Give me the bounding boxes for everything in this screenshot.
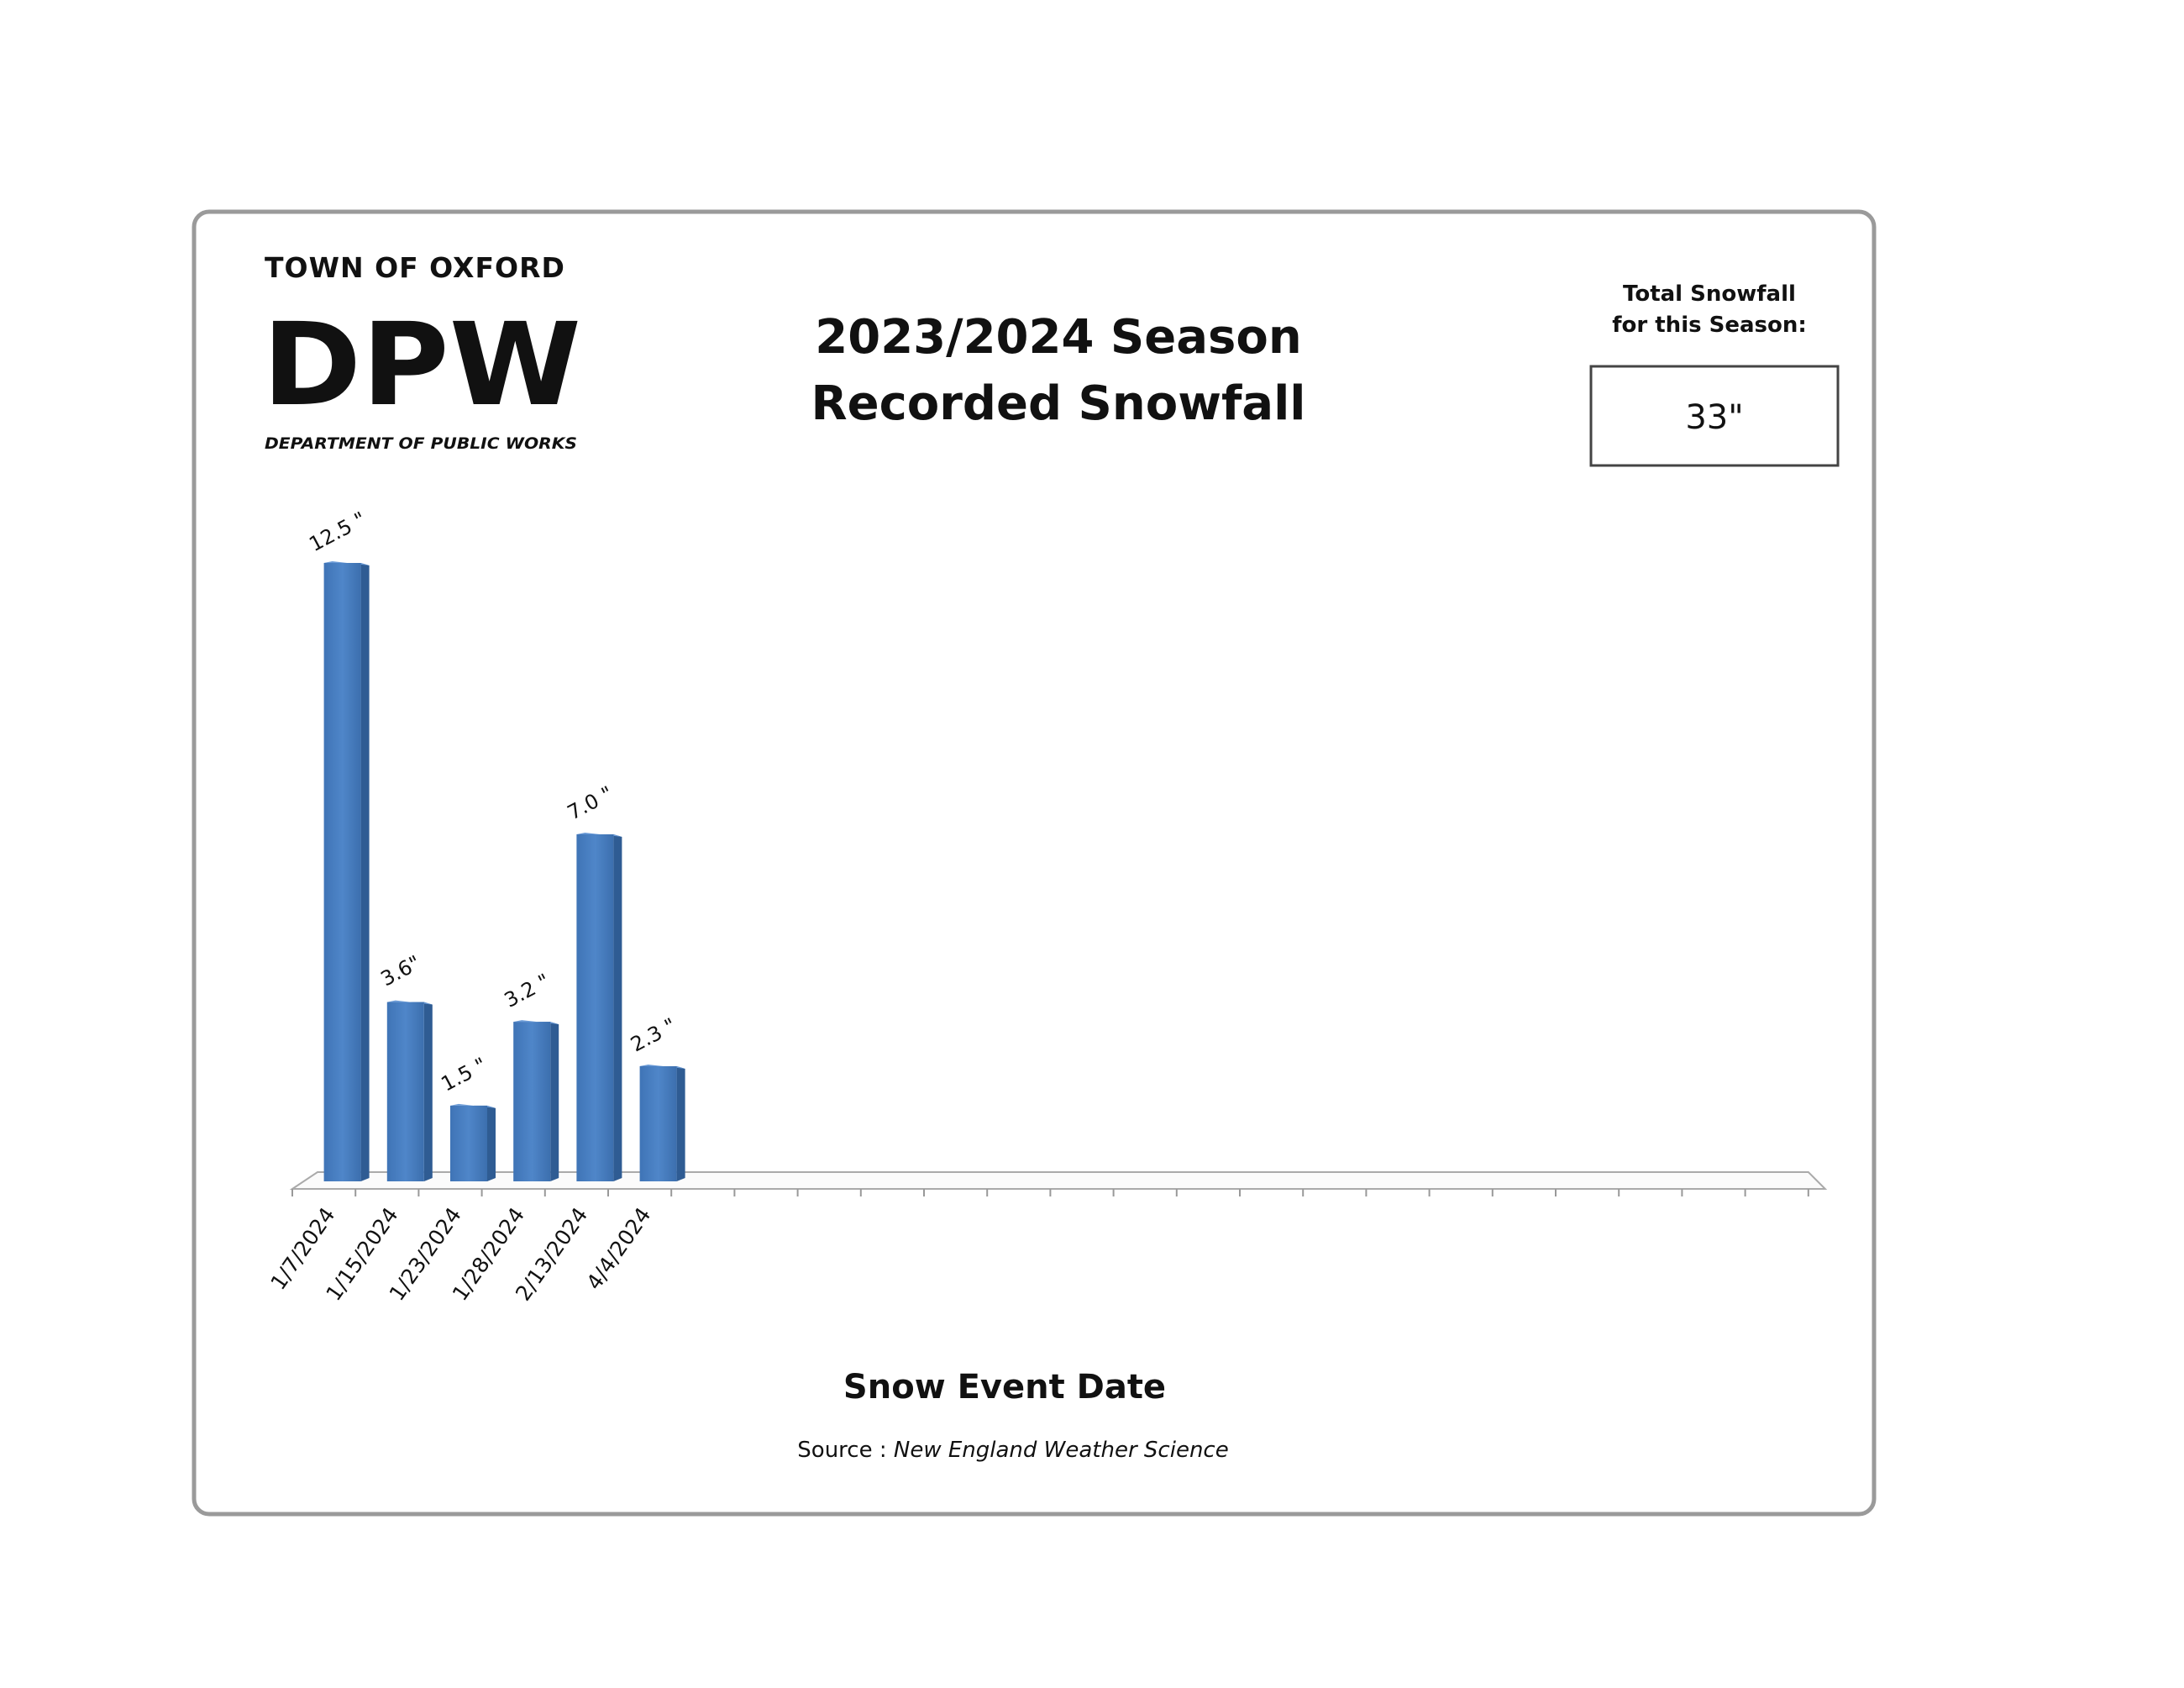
bar xyxy=(576,833,614,1181)
bar xyxy=(450,1105,487,1181)
bar-top xyxy=(450,1103,496,1108)
bar-top xyxy=(386,1000,433,1005)
total-label-line2: for this Season: xyxy=(1612,313,1807,338)
bar xyxy=(513,1022,551,1181)
logo-department: DEPARTMENT OF PUBLIC WORKS xyxy=(265,434,577,453)
bar-top xyxy=(576,832,622,837)
x-axis-title: Snow Event Date xyxy=(843,1368,1166,1407)
total-box xyxy=(1589,365,1840,467)
bar-side xyxy=(360,563,370,1181)
bar xyxy=(639,1065,677,1181)
logo-dpw: DPW xyxy=(262,299,581,432)
source-label: Source : xyxy=(797,1438,894,1463)
source-note: Source : New England Weather Science xyxy=(797,1438,1228,1463)
bar-side xyxy=(550,1022,559,1181)
bar xyxy=(386,1002,424,1181)
bar-side xyxy=(613,833,622,1181)
logo-town: TOWN OF OXFORD xyxy=(265,251,565,284)
bar-side xyxy=(676,1065,685,1181)
total-label-line1: Total Snowfall xyxy=(1623,281,1796,307)
bar-top xyxy=(513,1020,559,1025)
bar-top xyxy=(323,561,370,565)
source-name: New England Weather Science xyxy=(894,1438,1229,1463)
bar-side xyxy=(423,1002,433,1181)
chart-title-line2: Recorded Snowfall xyxy=(811,376,1306,431)
chart-title-line1: 2023/2024 Season xyxy=(815,310,1301,365)
bar-top xyxy=(639,1064,685,1069)
bar xyxy=(323,563,361,1181)
bar-side xyxy=(487,1105,496,1181)
total-value: 33" xyxy=(1685,398,1743,437)
